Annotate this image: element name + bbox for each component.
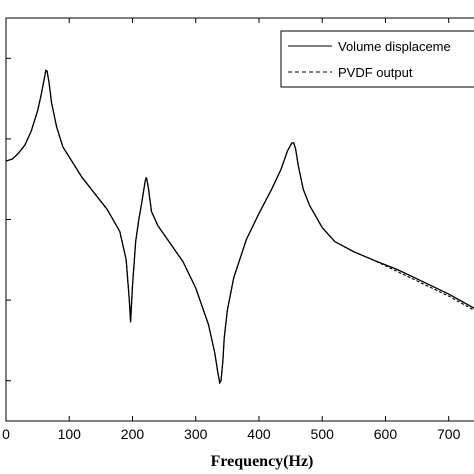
x-tick-label: 100 — [58, 426, 82, 442]
x-tick-label: 700 — [437, 426, 461, 442]
x-tick-label: 0 — [2, 426, 10, 442]
x-axis-title: Frequency(Hz) — [211, 453, 314, 470]
x-tick-label: 500 — [311, 426, 335, 442]
x-tick-label: 600 — [374, 426, 398, 442]
plot-frame — [5, 17, 474, 422]
legend-box — [280, 30, 474, 88]
legend-label-pvdf-output: PVDF output — [338, 65, 413, 80]
x-tick-label: 200 — [121, 426, 145, 442]
series-line-pvdf-output — [5, 68, 474, 385]
series-layer — [5, 68, 474, 385]
x-tick-label: 400 — [247, 426, 271, 442]
legend: Volume displaceme PVDF output — [280, 30, 474, 88]
ticks-layer: 0 100 200 300 400 500 600 700 — [2, 18, 461, 442]
x-tick-label: 300 — [184, 426, 208, 442]
legend-label-volume-displacement: Volume displaceme — [338, 39, 451, 54]
